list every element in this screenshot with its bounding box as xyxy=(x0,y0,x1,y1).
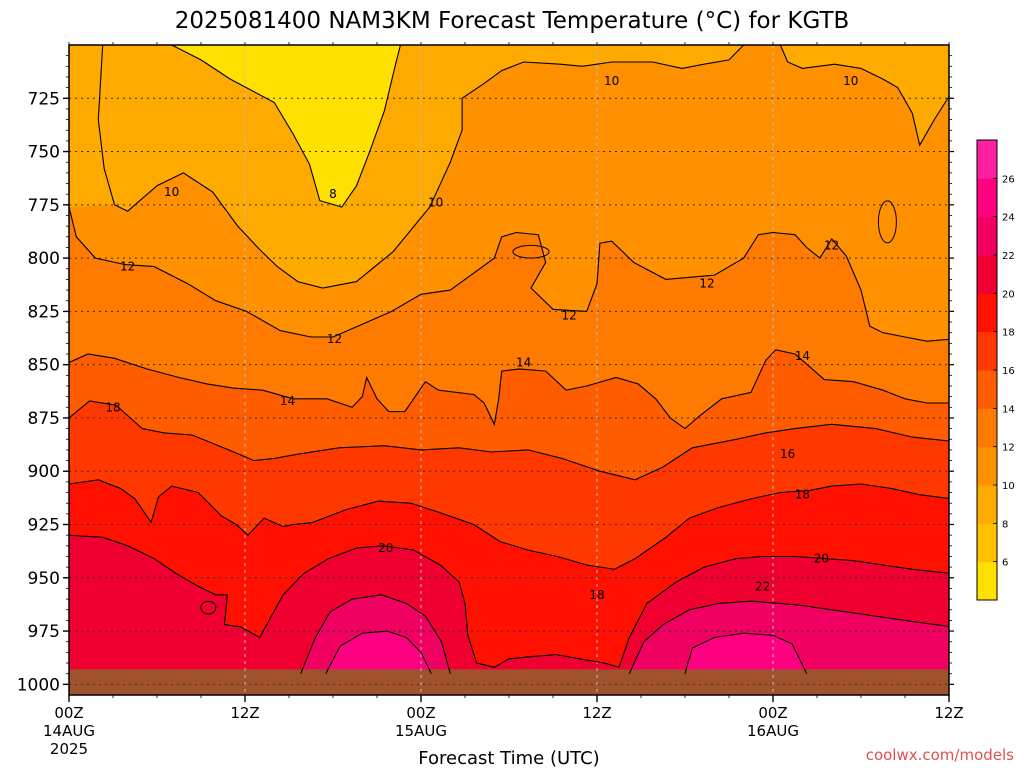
contour-line-18 xyxy=(69,479,949,570)
contour-label: 12 xyxy=(327,332,342,346)
y-tick-label: 900 xyxy=(28,462,60,482)
contour-label: 10 xyxy=(428,196,443,210)
colorbar-label: 24 xyxy=(1002,213,1015,224)
band-8-10-edge xyxy=(69,45,115,207)
contour-label: 16 xyxy=(780,447,795,461)
contour-line-22 xyxy=(300,594,451,674)
contour-label: 12 xyxy=(561,309,576,323)
contour-island xyxy=(512,244,550,259)
colorbar-swatch xyxy=(977,523,997,563)
band-6-8 xyxy=(171,45,401,207)
colorbar-label: 26 xyxy=(1002,174,1015,185)
x-tick-label: 12Z xyxy=(230,704,259,722)
contour-label: 12 xyxy=(699,277,714,291)
colorbar-swatch xyxy=(977,216,997,256)
contour-line-12 xyxy=(69,206,949,342)
colorbar-label: 6 xyxy=(1002,558,1008,569)
y-tick-label: 800 xyxy=(28,249,60,269)
colorbar-label: 18 xyxy=(1002,328,1015,339)
band-10-12-main xyxy=(69,45,949,342)
contour-line-8 xyxy=(171,45,402,208)
contour-line-24 xyxy=(325,630,432,674)
x-tick-label: 00Z xyxy=(54,704,83,722)
contour-label: 20 xyxy=(814,552,829,566)
y-tick-label: 850 xyxy=(28,356,60,376)
contour-line-16 xyxy=(69,400,949,481)
contour-label: 12 xyxy=(120,260,135,274)
contour-line-10r xyxy=(779,45,949,147)
colorbar-label: 10 xyxy=(1002,481,1015,492)
colorbar: 6 8 10 12 14 16 18 20 22 24 26 xyxy=(976,139,1015,601)
y-tick-label: 875 xyxy=(28,409,60,429)
terrain-surface xyxy=(69,669,949,695)
colorbar-swatch xyxy=(977,446,997,486)
chart-title: 2025081400 NAM3KM Forecast Temperature (… xyxy=(175,8,850,34)
colorbar-swatch xyxy=(977,561,997,601)
band-8-10-right xyxy=(780,45,949,146)
contour-label: 14 xyxy=(280,394,295,408)
colorbar-swatch xyxy=(977,178,997,218)
colorbar-swatch xyxy=(977,140,997,179)
contour-label: 14 xyxy=(516,356,531,370)
contour-island xyxy=(200,600,217,615)
colorbar-label: 8 xyxy=(1002,519,1008,530)
y-tick-label: 1000 xyxy=(17,675,60,695)
contour-label: 18 xyxy=(795,488,810,502)
y-axis: 725 750 775 800 825 850 875 900 925 950 975 1000 xyxy=(17,55,954,695)
y-tick-label: 750 xyxy=(28,143,60,163)
contour-label: 10 xyxy=(604,74,619,88)
credit-text[interactable]: coolwx.com/models xyxy=(866,746,1014,764)
colorbar-label: 16 xyxy=(1002,366,1015,377)
colorbar-label: 22 xyxy=(1002,251,1015,262)
x-tick-label: 00Z xyxy=(406,704,435,722)
contour-label: 8 xyxy=(329,187,337,201)
contour-label: 10 xyxy=(843,74,858,88)
x-tick-label: 12Z xyxy=(934,704,963,722)
colorbar-swatch xyxy=(977,370,997,409)
contour-lines xyxy=(69,45,949,674)
y-tick-label: 925 xyxy=(28,516,60,536)
colorbar-label: 20 xyxy=(1002,289,1015,300)
x-tick-date: 16AUG xyxy=(747,722,799,740)
band-8-10-upper xyxy=(69,45,744,288)
x-tick-label: 00Z xyxy=(758,704,787,722)
contour-line-20 xyxy=(69,534,949,668)
colorbar-label: 14 xyxy=(1002,404,1015,415)
x-tick-year: 2025 xyxy=(50,740,88,758)
x-tick-date: 15AUG xyxy=(395,722,447,740)
contour-line-22r xyxy=(628,600,949,674)
colorbar-swatch xyxy=(977,293,997,333)
contour-label: 20 xyxy=(378,541,393,555)
y-tick-label: 950 xyxy=(28,569,60,589)
colorbar-swatch xyxy=(977,408,997,448)
contour-line-24r xyxy=(684,632,808,674)
x-tick-label: 12Z xyxy=(582,704,611,722)
contour-line-10 xyxy=(97,45,745,289)
y-tick-label: 775 xyxy=(28,196,60,216)
contour-label: 18 xyxy=(589,588,604,602)
terrain-below-ground xyxy=(69,669,949,695)
colorbar-swatch xyxy=(977,255,997,294)
contour-line-14 xyxy=(69,349,949,430)
colorbar-swatch xyxy=(977,331,997,371)
contour-island xyxy=(877,200,897,244)
colorbar-label: 12 xyxy=(1002,443,1015,454)
grid-lines xyxy=(69,45,949,695)
contour-label: 14 xyxy=(795,349,810,363)
contour-labels: 10 10 10 8 10 12 12 12 12 12 14 14 14 18 16 18 20 20 22 18 xyxy=(105,74,858,602)
x-tick-date: 14AUG xyxy=(43,722,95,740)
colorbar-swatch xyxy=(977,485,997,524)
y-tick-label: 725 xyxy=(28,89,60,109)
contour-label: 18 xyxy=(105,400,120,414)
contour-label: 10 xyxy=(164,185,179,199)
y-tick-label: 975 xyxy=(28,622,60,642)
y-tick-label: 825 xyxy=(28,302,60,322)
contour-label: 22 xyxy=(755,579,770,593)
contour-label: 12 xyxy=(824,238,839,252)
x-axis-label: Forecast Time (UTC) xyxy=(418,748,599,768)
